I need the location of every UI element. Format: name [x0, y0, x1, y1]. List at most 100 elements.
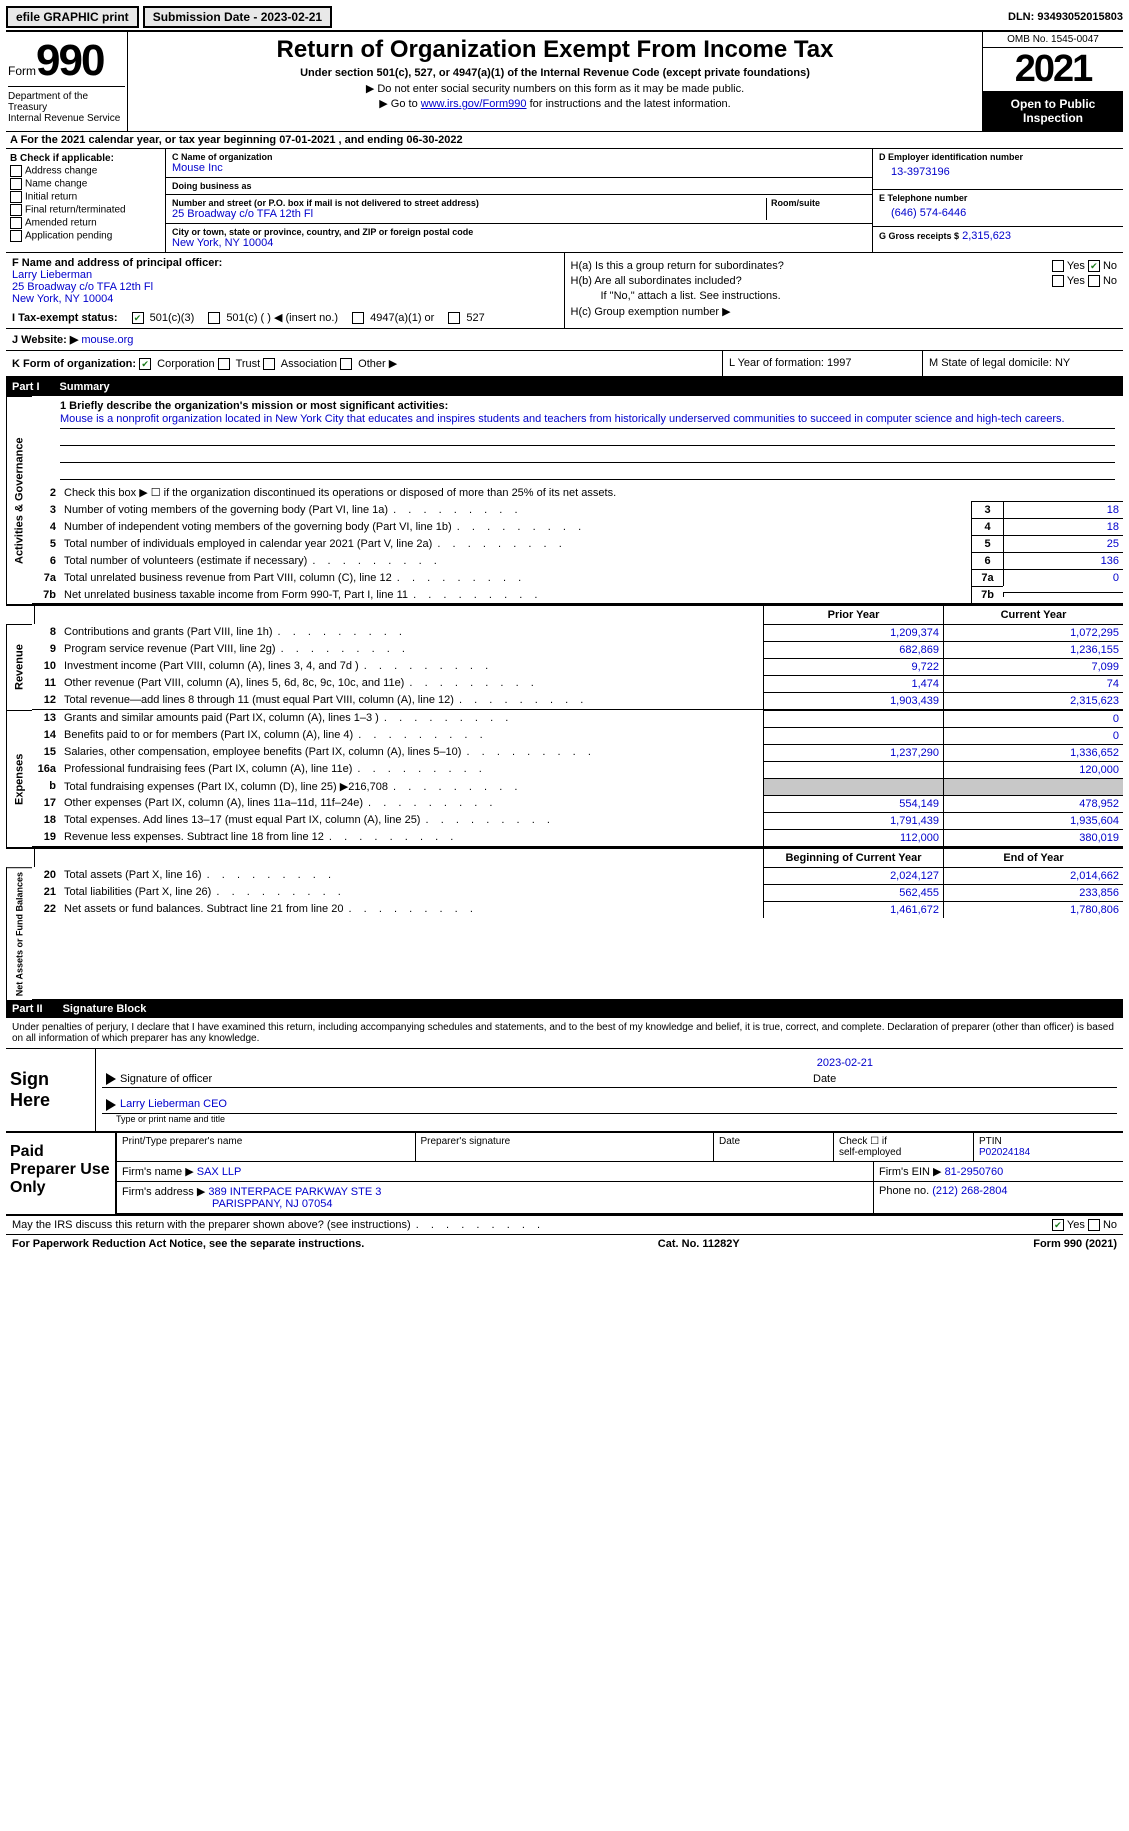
checkbox-initial-return[interactable]	[10, 191, 22, 203]
part1-header: Part I Summary	[6, 378, 1123, 396]
summary-row: 3 Number of voting members of the govern…	[32, 501, 1123, 518]
netassets-section: Net Assets or Fund Balances 20 Total ass…	[6, 867, 1123, 1000]
discuss-row: May the IRS discuss this return with the…	[6, 1216, 1123, 1235]
hb-note: If "No," attach a list. See instructions…	[571, 290, 1118, 302]
sign-here-block: Sign Here 2023-02-21 Signature of office…	[6, 1049, 1123, 1133]
firm-phone: (212) 268-2804	[932, 1185, 1007, 1197]
discuss-no[interactable]	[1088, 1219, 1100, 1231]
footer-mid: Cat. No. 11282Y	[658, 1238, 740, 1250]
fin-row: 15 Salaries, other compensation, employe…	[32, 744, 1123, 761]
officer-name: Larry Lieberman	[12, 269, 558, 281]
checkbox-name-change[interactable]	[10, 178, 22, 190]
website-label: J Website: ▶	[12, 334, 78, 346]
year-block: OMB No. 1545-0047 2021 Open to Public In…	[983, 32, 1123, 131]
irs-label: Internal Revenue Service	[8, 113, 125, 124]
ha-yes[interactable]	[1052, 260, 1064, 272]
officer-addr1: 25 Broadway c/o TFA 12th Fl	[12, 281, 558, 293]
fin-row: 14 Benefits paid to or for members (Part…	[32, 727, 1123, 744]
checkbox-501c[interactable]	[208, 312, 220, 324]
checkbox-final-return[interactable]	[10, 204, 22, 216]
sig-officer-label: Signature of officer	[120, 1073, 212, 1085]
ein-value: 13-3973196	[879, 162, 1117, 186]
side-revenue: Revenue	[6, 624, 32, 710]
section-b-label: B Check if applicable:	[10, 153, 161, 164]
omb-number: OMB No. 1545-0047	[983, 32, 1123, 48]
expenses-section: Expenses 13 Grants and similar amounts p…	[6, 710, 1123, 847]
line-a-tax-year: A For the 2021 calendar year, or tax yea…	[6, 132, 1123, 149]
prep-sig-header: Preparer's signature	[415, 1133, 714, 1162]
orgform-row: K Form of organization: Corporation Trus…	[6, 351, 1123, 378]
checkbox-address-change[interactable]	[10, 165, 22, 177]
form-word: Form	[8, 64, 36, 78]
info-grid: B Check if applicable: Address change Na…	[6, 149, 1123, 252]
phone-label: E Telephone number	[879, 193, 1117, 203]
checkbox-4947[interactable]	[352, 312, 364, 324]
instr-ssn: ▶ Do not enter social security numbers o…	[134, 82, 976, 95]
current-year-header: Current Year	[943, 606, 1123, 624]
type-print-label: Type or print name and title	[102, 1114, 1117, 1124]
room-label: Room/suite	[771, 198, 866, 208]
submission-date-button[interactable]: Submission Date - 2023-02-21	[143, 6, 332, 28]
fin-row: 19 Revenue less expenses. Subtract line …	[32, 829, 1123, 846]
firm-ein-label: Firm's EIN ▶	[879, 1166, 942, 1178]
summary-row: 7b Net unrelated business taxable income…	[32, 586, 1123, 603]
k-trust[interactable]	[218, 358, 230, 370]
irs-link[interactable]: www.irs.gov/Form990	[421, 98, 527, 110]
efile-print-button[interactable]: efile GRAPHIC print	[6, 6, 139, 28]
footer-left: For Paperwork Reduction Act Notice, see …	[12, 1238, 364, 1250]
hc-line: H(c) Group exemption number ▶	[571, 305, 1118, 318]
fin-row: 17 Other expenses (Part IX, column (A), …	[32, 795, 1123, 812]
fin-row: 18 Total expenses. Add lines 13–17 (must…	[32, 812, 1123, 829]
year-formation: L Year of formation: 1997	[723, 351, 923, 376]
fin-row: 16a Professional fundraising fees (Part …	[32, 761, 1123, 778]
firm-addr-label: Firm's address ▶	[122, 1186, 205, 1198]
fin-row: 8 Contributions and grants (Part VIII, l…	[32, 624, 1123, 641]
city-label: City or town, state or province, country…	[172, 227, 866, 237]
checkbox-527[interactable]	[448, 312, 460, 324]
k-assoc[interactable]	[263, 358, 275, 370]
website-row: J Website: ▶ mouse.org	[6, 329, 1123, 351]
dba-label: Doing business as	[172, 181, 866, 191]
sign-here-label: Sign Here	[6, 1049, 96, 1131]
officer-name-title: Larry Lieberman CEO	[120, 1098, 227, 1110]
exempt-label: I Tax-exempt status:	[12, 312, 118, 324]
city-state-zip: New York, NY 10004	[172, 237, 866, 249]
discuss-yes[interactable]	[1052, 1219, 1064, 1231]
k-corp[interactable]	[139, 358, 151, 370]
na-header: Beginning of Current Year End of Year	[6, 847, 1123, 867]
summary-row: 7a Total unrelated business revenue from…	[32, 569, 1123, 586]
dln-label: DLN: 93493052015803	[1008, 11, 1123, 23]
checkbox-501c3[interactable]	[132, 312, 144, 324]
instr-link: ▶ Go to www.irs.gov/Form990 for instruct…	[134, 97, 976, 110]
part1-label: Part I	[12, 381, 40, 393]
section-b: B Check if applicable: Address change Na…	[6, 149, 166, 252]
fin-row: 20 Total assets (Part X, line 16) 2,024,…	[32, 867, 1123, 884]
mission-blank-2	[60, 446, 1115, 463]
fin-row: 11 Other revenue (Part VIII, column (A),…	[32, 675, 1123, 692]
prep-name-header: Print/Type preparer's name	[116, 1133, 415, 1162]
phone-value: (646) 574-6446	[879, 203, 1117, 223]
ha-no[interactable]	[1088, 260, 1100, 272]
org-name: Mouse Inc	[172, 162, 866, 174]
top-toolbar: efile GRAPHIC print Submission Date - 20…	[6, 6, 1123, 32]
sig-intro: Under penalties of perjury, I declare th…	[6, 1018, 1123, 1049]
firm-ein: 81-2950760	[945, 1166, 1004, 1178]
k-label: K Form of organization:	[12, 358, 136, 370]
subtitle: Under section 501(c), 527, or 4947(a)(1)…	[134, 67, 976, 79]
activities-governance: Activities & Governance 1 Briefly descri…	[6, 396, 1123, 604]
hb-line: H(b) Are all subordinates included? Yes …	[571, 275, 1118, 287]
checkbox-amended[interactable]	[10, 217, 22, 229]
k-other[interactable]	[340, 358, 352, 370]
org-name-label: C Name of organization	[172, 152, 866, 162]
checkbox-app-pending[interactable]	[10, 230, 22, 242]
paid-preparer-block: Paid Preparer Use Only Print/Type prepar…	[6, 1133, 1123, 1216]
hb-no[interactable]	[1088, 275, 1100, 287]
hb-yes[interactable]	[1052, 275, 1064, 287]
officer-addr2: New York, NY 10004	[12, 293, 558, 305]
summary-row: 6 Total number of volunteers (estimate i…	[32, 552, 1123, 569]
addr-label: Number and street (or P.O. box if mail i…	[172, 198, 766, 208]
section-c: C Name of organization Mouse Inc Doing b…	[166, 149, 873, 252]
part2-label: Part II	[12, 1003, 43, 1015]
mission-text: Mouse is a nonprofit organization locate…	[60, 412, 1115, 429]
prep-ptin: PTINP02024184	[973, 1133, 1123, 1162]
